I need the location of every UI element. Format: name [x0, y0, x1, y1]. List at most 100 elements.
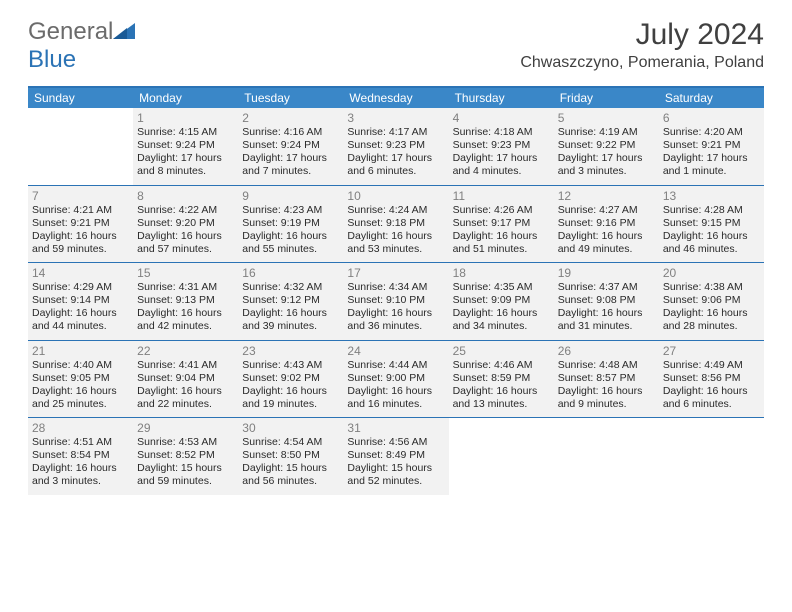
day-number: 7	[32, 188, 129, 204]
sunset-text: Sunset: 9:20 PM	[137, 217, 234, 230]
daylight-text: Daylight: 16 hours and 42 minutes.	[137, 307, 234, 333]
sunrise-text: Sunrise: 4:18 AM	[453, 126, 550, 139]
day-cell: 16Sunrise: 4:32 AMSunset: 9:12 PMDayligh…	[238, 263, 343, 340]
day-cell: 7Sunrise: 4:21 AMSunset: 9:21 PMDaylight…	[28, 186, 133, 263]
sunset-text: Sunset: 8:49 PM	[347, 449, 444, 462]
day-number: 18	[453, 265, 550, 281]
daylight-text: Daylight: 17 hours and 8 minutes.	[137, 152, 234, 178]
sunrise-text: Sunrise: 4:22 AM	[137, 204, 234, 217]
daylight-text: Daylight: 16 hours and 55 minutes.	[242, 230, 339, 256]
day-details: Sunrise: 4:26 AMSunset: 9:17 PMDaylight:…	[453, 204, 550, 257]
sunrise-text: Sunrise: 4:28 AM	[663, 204, 760, 217]
day-cell: 19Sunrise: 4:37 AMSunset: 9:08 PMDayligh…	[554, 263, 659, 340]
day-header-sun: Sunday	[28, 88, 133, 108]
sunset-text: Sunset: 9:18 PM	[347, 217, 444, 230]
sunrise-text: Sunrise: 4:20 AM	[663, 126, 760, 139]
week-row: 21Sunrise: 4:40 AMSunset: 9:05 PMDayligh…	[28, 341, 764, 419]
logo-text-general: General	[28, 18, 113, 45]
sunrise-text: Sunrise: 4:16 AM	[242, 126, 339, 139]
day-header-mon: Monday	[133, 88, 238, 108]
day-details: Sunrise: 4:19 AMSunset: 9:22 PMDaylight:…	[558, 126, 655, 179]
daylight-text: Daylight: 17 hours and 6 minutes.	[347, 152, 444, 178]
week-row: 7Sunrise: 4:21 AMSunset: 9:21 PMDaylight…	[28, 186, 764, 264]
daylight-text: Daylight: 16 hours and 59 minutes.	[32, 230, 129, 256]
header: GeneralBlue July 2024 Chwaszczyno, Pomer…	[0, 0, 792, 78]
daylight-text: Daylight: 17 hours and 7 minutes.	[242, 152, 339, 178]
day-cell: 2Sunrise: 4:16 AMSunset: 9:24 PMDaylight…	[238, 108, 343, 185]
day-number: 16	[242, 265, 339, 281]
day-details: Sunrise: 4:54 AMSunset: 8:50 PMDaylight:…	[242, 436, 339, 489]
sunrise-text: Sunrise: 4:56 AM	[347, 436, 444, 449]
sunset-text: Sunset: 9:04 PM	[137, 372, 234, 385]
day-cell: 5Sunrise: 4:19 AMSunset: 9:22 PMDaylight…	[554, 108, 659, 185]
day-number: 6	[663, 110, 760, 126]
sunrise-text: Sunrise: 4:17 AM	[347, 126, 444, 139]
sunrise-text: Sunrise: 4:29 AM	[32, 281, 129, 294]
day-cell: 27Sunrise: 4:49 AMSunset: 8:56 PMDayligh…	[659, 341, 764, 418]
month-title: July 2024	[520, 18, 764, 52]
day-details: Sunrise: 4:41 AMSunset: 9:04 PMDaylight:…	[137, 359, 234, 412]
daylight-text: Daylight: 16 hours and 25 minutes.	[32, 385, 129, 411]
daylight-text: Daylight: 16 hours and 34 minutes.	[453, 307, 550, 333]
day-number: 2	[242, 110, 339, 126]
day-number: 29	[137, 420, 234, 436]
logo: GeneralBlue	[28, 18, 135, 74]
day-details: Sunrise: 4:40 AMSunset: 9:05 PMDaylight:…	[32, 359, 129, 412]
sunrise-text: Sunrise: 4:32 AM	[242, 281, 339, 294]
day-cell: 21Sunrise: 4:40 AMSunset: 9:05 PMDayligh…	[28, 341, 133, 418]
sunrise-text: Sunrise: 4:19 AM	[558, 126, 655, 139]
sunset-text: Sunset: 9:21 PM	[663, 139, 760, 152]
day-number: 5	[558, 110, 655, 126]
sunrise-text: Sunrise: 4:41 AM	[137, 359, 234, 372]
sunset-text: Sunset: 9:12 PM	[242, 294, 339, 307]
daylight-text: Daylight: 16 hours and 6 minutes.	[663, 385, 760, 411]
sunset-text: Sunset: 9:15 PM	[663, 217, 760, 230]
day-details: Sunrise: 4:17 AMSunset: 9:23 PMDaylight:…	[347, 126, 444, 179]
daylight-text: Daylight: 16 hours and 44 minutes.	[32, 307, 129, 333]
sunset-text: Sunset: 9:17 PM	[453, 217, 550, 230]
sunset-text: Sunset: 9:24 PM	[137, 139, 234, 152]
sunrise-text: Sunrise: 4:27 AM	[558, 204, 655, 217]
day-cell	[28, 108, 133, 185]
day-details: Sunrise: 4:49 AMSunset: 8:56 PMDaylight:…	[663, 359, 760, 412]
day-number: 27	[663, 343, 760, 359]
sunset-text: Sunset: 9:05 PM	[32, 372, 129, 385]
day-header-wed: Wednesday	[343, 88, 448, 108]
sunrise-text: Sunrise: 4:53 AM	[137, 436, 234, 449]
day-number: 12	[558, 188, 655, 204]
sunset-text: Sunset: 8:54 PM	[32, 449, 129, 462]
day-cell: 18Sunrise: 4:35 AMSunset: 9:09 PMDayligh…	[449, 263, 554, 340]
sunrise-text: Sunrise: 4:49 AM	[663, 359, 760, 372]
sunset-text: Sunset: 9:16 PM	[558, 217, 655, 230]
day-header-fri: Friday	[554, 88, 659, 108]
sunset-text: Sunset: 9:06 PM	[663, 294, 760, 307]
sunrise-text: Sunrise: 4:34 AM	[347, 281, 444, 294]
day-header-row: Sunday Monday Tuesday Wednesday Thursday…	[28, 88, 764, 108]
day-cell: 25Sunrise: 4:46 AMSunset: 8:59 PMDayligh…	[449, 341, 554, 418]
day-cell: 29Sunrise: 4:53 AMSunset: 8:52 PMDayligh…	[133, 418, 238, 495]
day-cell: 12Sunrise: 4:27 AMSunset: 9:16 PMDayligh…	[554, 186, 659, 263]
day-number: 23	[242, 343, 339, 359]
sunset-text: Sunset: 8:56 PM	[663, 372, 760, 385]
sunset-text: Sunset: 9:08 PM	[558, 294, 655, 307]
daylight-text: Daylight: 15 hours and 59 minutes.	[137, 462, 234, 488]
daylight-text: Daylight: 16 hours and 39 minutes.	[242, 307, 339, 333]
day-cell: 10Sunrise: 4:24 AMSunset: 9:18 PMDayligh…	[343, 186, 448, 263]
day-details: Sunrise: 4:21 AMSunset: 9:21 PMDaylight:…	[32, 204, 129, 257]
day-details: Sunrise: 4:48 AMSunset: 8:57 PMDaylight:…	[558, 359, 655, 412]
day-number	[558, 420, 655, 422]
location-text: Chwaszczyno, Pomerania, Poland	[520, 54, 764, 72]
day-details: Sunrise: 4:46 AMSunset: 8:59 PMDaylight:…	[453, 359, 550, 412]
day-details: Sunrise: 4:29 AMSunset: 9:14 PMDaylight:…	[32, 281, 129, 334]
day-number: 26	[558, 343, 655, 359]
daylight-text: Daylight: 16 hours and 22 minutes.	[137, 385, 234, 411]
day-number: 20	[663, 265, 760, 281]
daylight-text: Daylight: 15 hours and 52 minutes.	[347, 462, 444, 488]
sunrise-text: Sunrise: 4:23 AM	[242, 204, 339, 217]
sunrise-text: Sunrise: 4:35 AM	[453, 281, 550, 294]
day-number: 31	[347, 420, 444, 436]
sunset-text: Sunset: 9:13 PM	[137, 294, 234, 307]
daylight-text: Daylight: 16 hours and 49 minutes.	[558, 230, 655, 256]
daylight-text: Daylight: 16 hours and 9 minutes.	[558, 385, 655, 411]
daylight-text: Daylight: 16 hours and 19 minutes.	[242, 385, 339, 411]
